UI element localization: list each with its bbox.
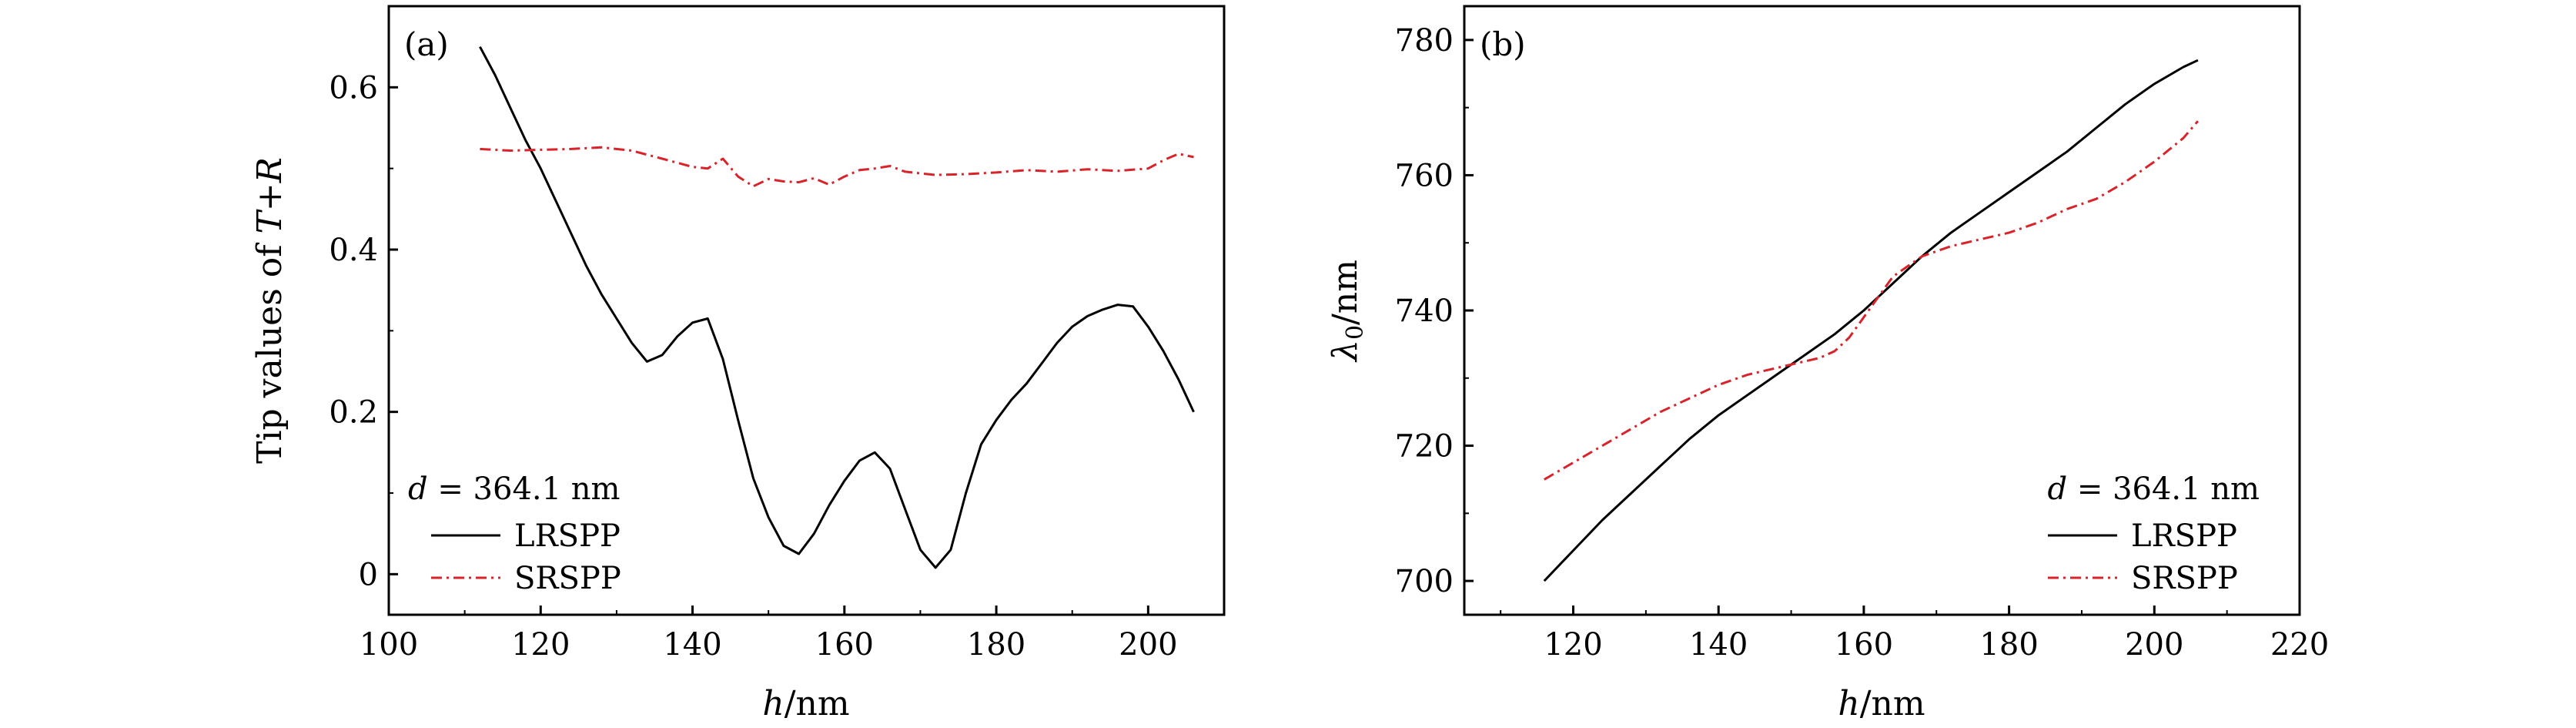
legend-a: LRSPP SRSPP — [431, 518, 621, 596]
x-axis-label-var-a: h — [762, 684, 784, 723]
y-tick-label-a-3: 0.6 — [329, 70, 378, 106]
x-tick-label-a-3: 160 — [815, 627, 874, 663]
y-axis-label-var-b: λ — [1326, 340, 1365, 363]
y-axis-label-op-a: + — [250, 183, 289, 211]
legend-label-srspp-b: SRSPP — [2131, 561, 2238, 596]
y-tick-label-a-0: 0 — [359, 557, 378, 592]
x-axis-label-var-b: h — [1838, 684, 1859, 723]
legend-label-srspp-a: SRSPP — [514, 561, 621, 596]
annotation-a: d = 364.1 nm — [408, 471, 620, 507]
x-ticks-a: 100 120 140 160 180 200 — [360, 606, 1225, 663]
annotation-rest-a: = 364.1 nm — [428, 471, 621, 507]
legend-b: LRSPP SRSPP — [2048, 518, 2238, 596]
y-axis-label-var1-a: T — [250, 208, 289, 233]
legend-label-lrspp-b: LRSPP — [2131, 518, 2237, 554]
x-tick-label-a-2: 140 — [663, 627, 721, 663]
x-tick-label-b-3: 180 — [1979, 627, 2038, 663]
y-tick-label-b-3: 760 — [1395, 158, 1454, 193]
annotation-var-b: d — [2048, 471, 2068, 507]
annotation-var-a: d — [408, 471, 428, 507]
annotation-rest-b: = 364.1 nm — [2067, 471, 2260, 507]
x-axis-label-a: h/nm — [762, 684, 849, 723]
y-tick-label-b-4: 780 — [1395, 23, 1454, 59]
x-ticks-b: 120 140 160 180 200 220 — [1500, 606, 2329, 663]
y-ticks-a: 0 0.2 0.4 0.6 — [329, 5, 398, 592]
y-axis-label-a: Tip values of T+R — [250, 157, 289, 464]
y-tick-label-b-1: 720 — [1395, 429, 1454, 465]
series-line-srspp-b — [1544, 120, 2200, 481]
annotation-b: d = 364.1 nm — [2048, 471, 2260, 507]
series-line-srspp-a — [480, 146, 1194, 188]
legend-label-lrspp-a: LRSPP — [514, 518, 621, 554]
panel-b: 120 140 160 180 200 220 700 720 740 760 780 (b) h… — [1326, 5, 2329, 723]
y-ticks-b: 700 720 740 760 780 — [1395, 23, 1474, 599]
panel-label-a: (a) — [404, 25, 449, 63]
x-axis-label-unit-a: /nm — [785, 684, 850, 723]
y-tick-label-b-2: 740 — [1395, 294, 1454, 329]
x-tick-label-a-4: 180 — [967, 627, 1025, 663]
plot-frame-a — [387, 5, 1226, 616]
x-tick-label-a-1: 120 — [511, 627, 570, 663]
y-axis-label-var2-a: R — [250, 157, 289, 183]
x-tick-label-b-1: 140 — [1689, 627, 1748, 663]
x-tick-label-a-5: 200 — [1119, 627, 1177, 663]
x-tick-label-b-0: 120 — [1544, 627, 1602, 663]
y-axis-label-prefix-a: Tip values of — [250, 233, 289, 463]
y-tick-label-b-0: 700 — [1395, 564, 1454, 599]
x-tick-label-b-5: 220 — [2270, 627, 2329, 663]
series-group-b — [1543, 59, 2200, 582]
x-axis-label-unit-b: /nm — [1860, 684, 1925, 723]
panel-label-b: (b) — [1480, 25, 1526, 63]
y-tick-label-a-1: 0.2 — [329, 395, 378, 431]
x-axis-label-b: h/nm — [1838, 684, 1925, 723]
panel-a: 100 120 140 160 180 200 0 0.2 0.4 0.6 (a) h/nm T… — [250, 5, 1226, 723]
x-tick-label-b-4: 200 — [2125, 627, 2183, 663]
y-axis-label-unit-b: /nm — [1326, 260, 1365, 325]
series-group-a — [479, 45, 1195, 569]
y-axis-label-b: λ0/nm — [1326, 260, 1369, 363]
y-tick-label-a-2: 0.4 — [329, 233, 378, 268]
x-tick-label-a-0: 100 — [360, 627, 418, 663]
x-tick-label-b-2: 160 — [1835, 627, 1893, 663]
series-line-lrspp-a — [479, 45, 1195, 569]
y-axis-label-sub-b: 0 — [1342, 325, 1369, 340]
